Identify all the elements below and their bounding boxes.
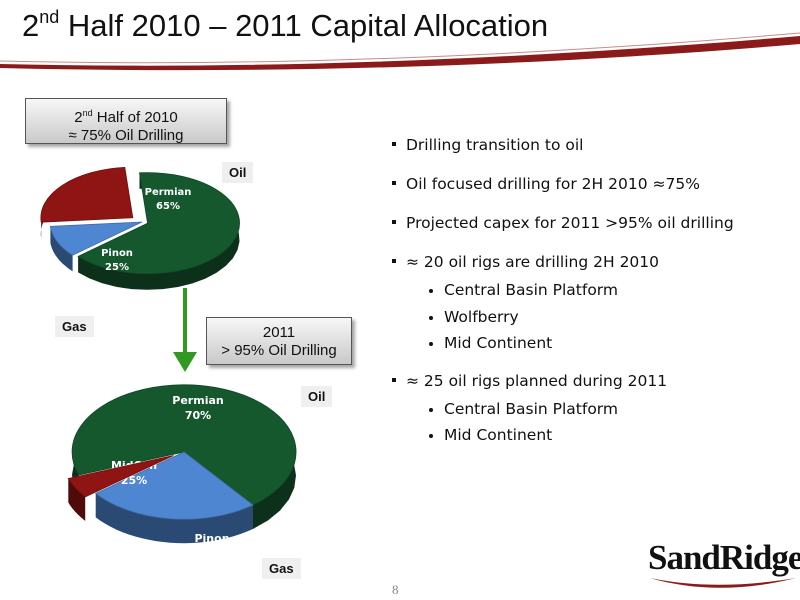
sub-bullet-item: Central Basin Platform [392, 277, 792, 304]
sub-bullet-item: Central Basin Platform [392, 396, 792, 423]
pie-value-label: 25% [105, 262, 129, 273]
bullet-item: ≈ 20 oil rigs are drilling 2H 2010 [392, 251, 792, 277]
pie-category-label: Pinon [194, 532, 229, 545]
sub-bullet-item: Wolfberry [392, 304, 792, 331]
page-number: 8 [392, 582, 399, 597]
oil-tag-2011: Oil [301, 386, 333, 407]
bullet-item: ≈ 25 oil rigs planned during 2011 [392, 370, 792, 396]
logo-swoosh [650, 578, 796, 588]
title-swoosh [0, 32, 800, 71]
pie-category-label: Permian [145, 187, 192, 198]
bullet-list: Drilling transition to oil Oil focused d… [392, 134, 792, 449]
pie-value-label: 5% [203, 547, 222, 560]
sub-bullet-item: Mid Continent [392, 330, 792, 357]
page-title: 2nd Half 2010 – 2011 Capital Allocation [22, 6, 549, 43]
gas-tag-2010: Gas [55, 316, 94, 337]
pie-slice-midcon [49, 221, 143, 272]
pie-slice-pinon [67, 455, 174, 521]
transition-arrow [173, 288, 197, 372]
oil-tag-2010: Oil [222, 162, 254, 183]
pie-slice-midcon [94, 451, 254, 544]
bullet-item: Projected capex for 2011 >95% oil drilli… [392, 212, 792, 251]
pie-value-label: 65% [156, 201, 180, 212]
callout-2011-line2: > 95% Oil Drilling [221, 342, 337, 359]
bullet-item: Drilling transition to oil [392, 134, 792, 173]
callout-2010-line1: 2nd Half of 2010 [74, 108, 178, 126]
pie-slice-permian [71, 384, 297, 529]
callout-2010: 2nd Half of 2010 ≈ 75% Oil Drilling [25, 98, 227, 144]
bullet-item: Oil focused drilling for 2H 2010 ≈75% [392, 173, 792, 212]
sub-bullet-item: Mid Continent [392, 422, 792, 449]
gas-tag-2011: Gas [262, 558, 301, 579]
pie-slice-pinon [40, 166, 134, 239]
pie-category-label: Pinon [101, 248, 133, 259]
logo-text: SandRidge [648, 538, 800, 577]
pie-value-label: 70% [185, 409, 211, 422]
sandridge-logo: SandRidge [648, 538, 800, 588]
callout-2010-line2: ≈ 75% Oil Drilling [68, 127, 184, 144]
callout-2011: 2011 > 95% Oil Drilling [206, 317, 352, 365]
callout-2011-line1: 2011 [262, 324, 296, 341]
pie-slice-permian [77, 172, 240, 290]
pie-category-label: Permian [172, 394, 223, 407]
